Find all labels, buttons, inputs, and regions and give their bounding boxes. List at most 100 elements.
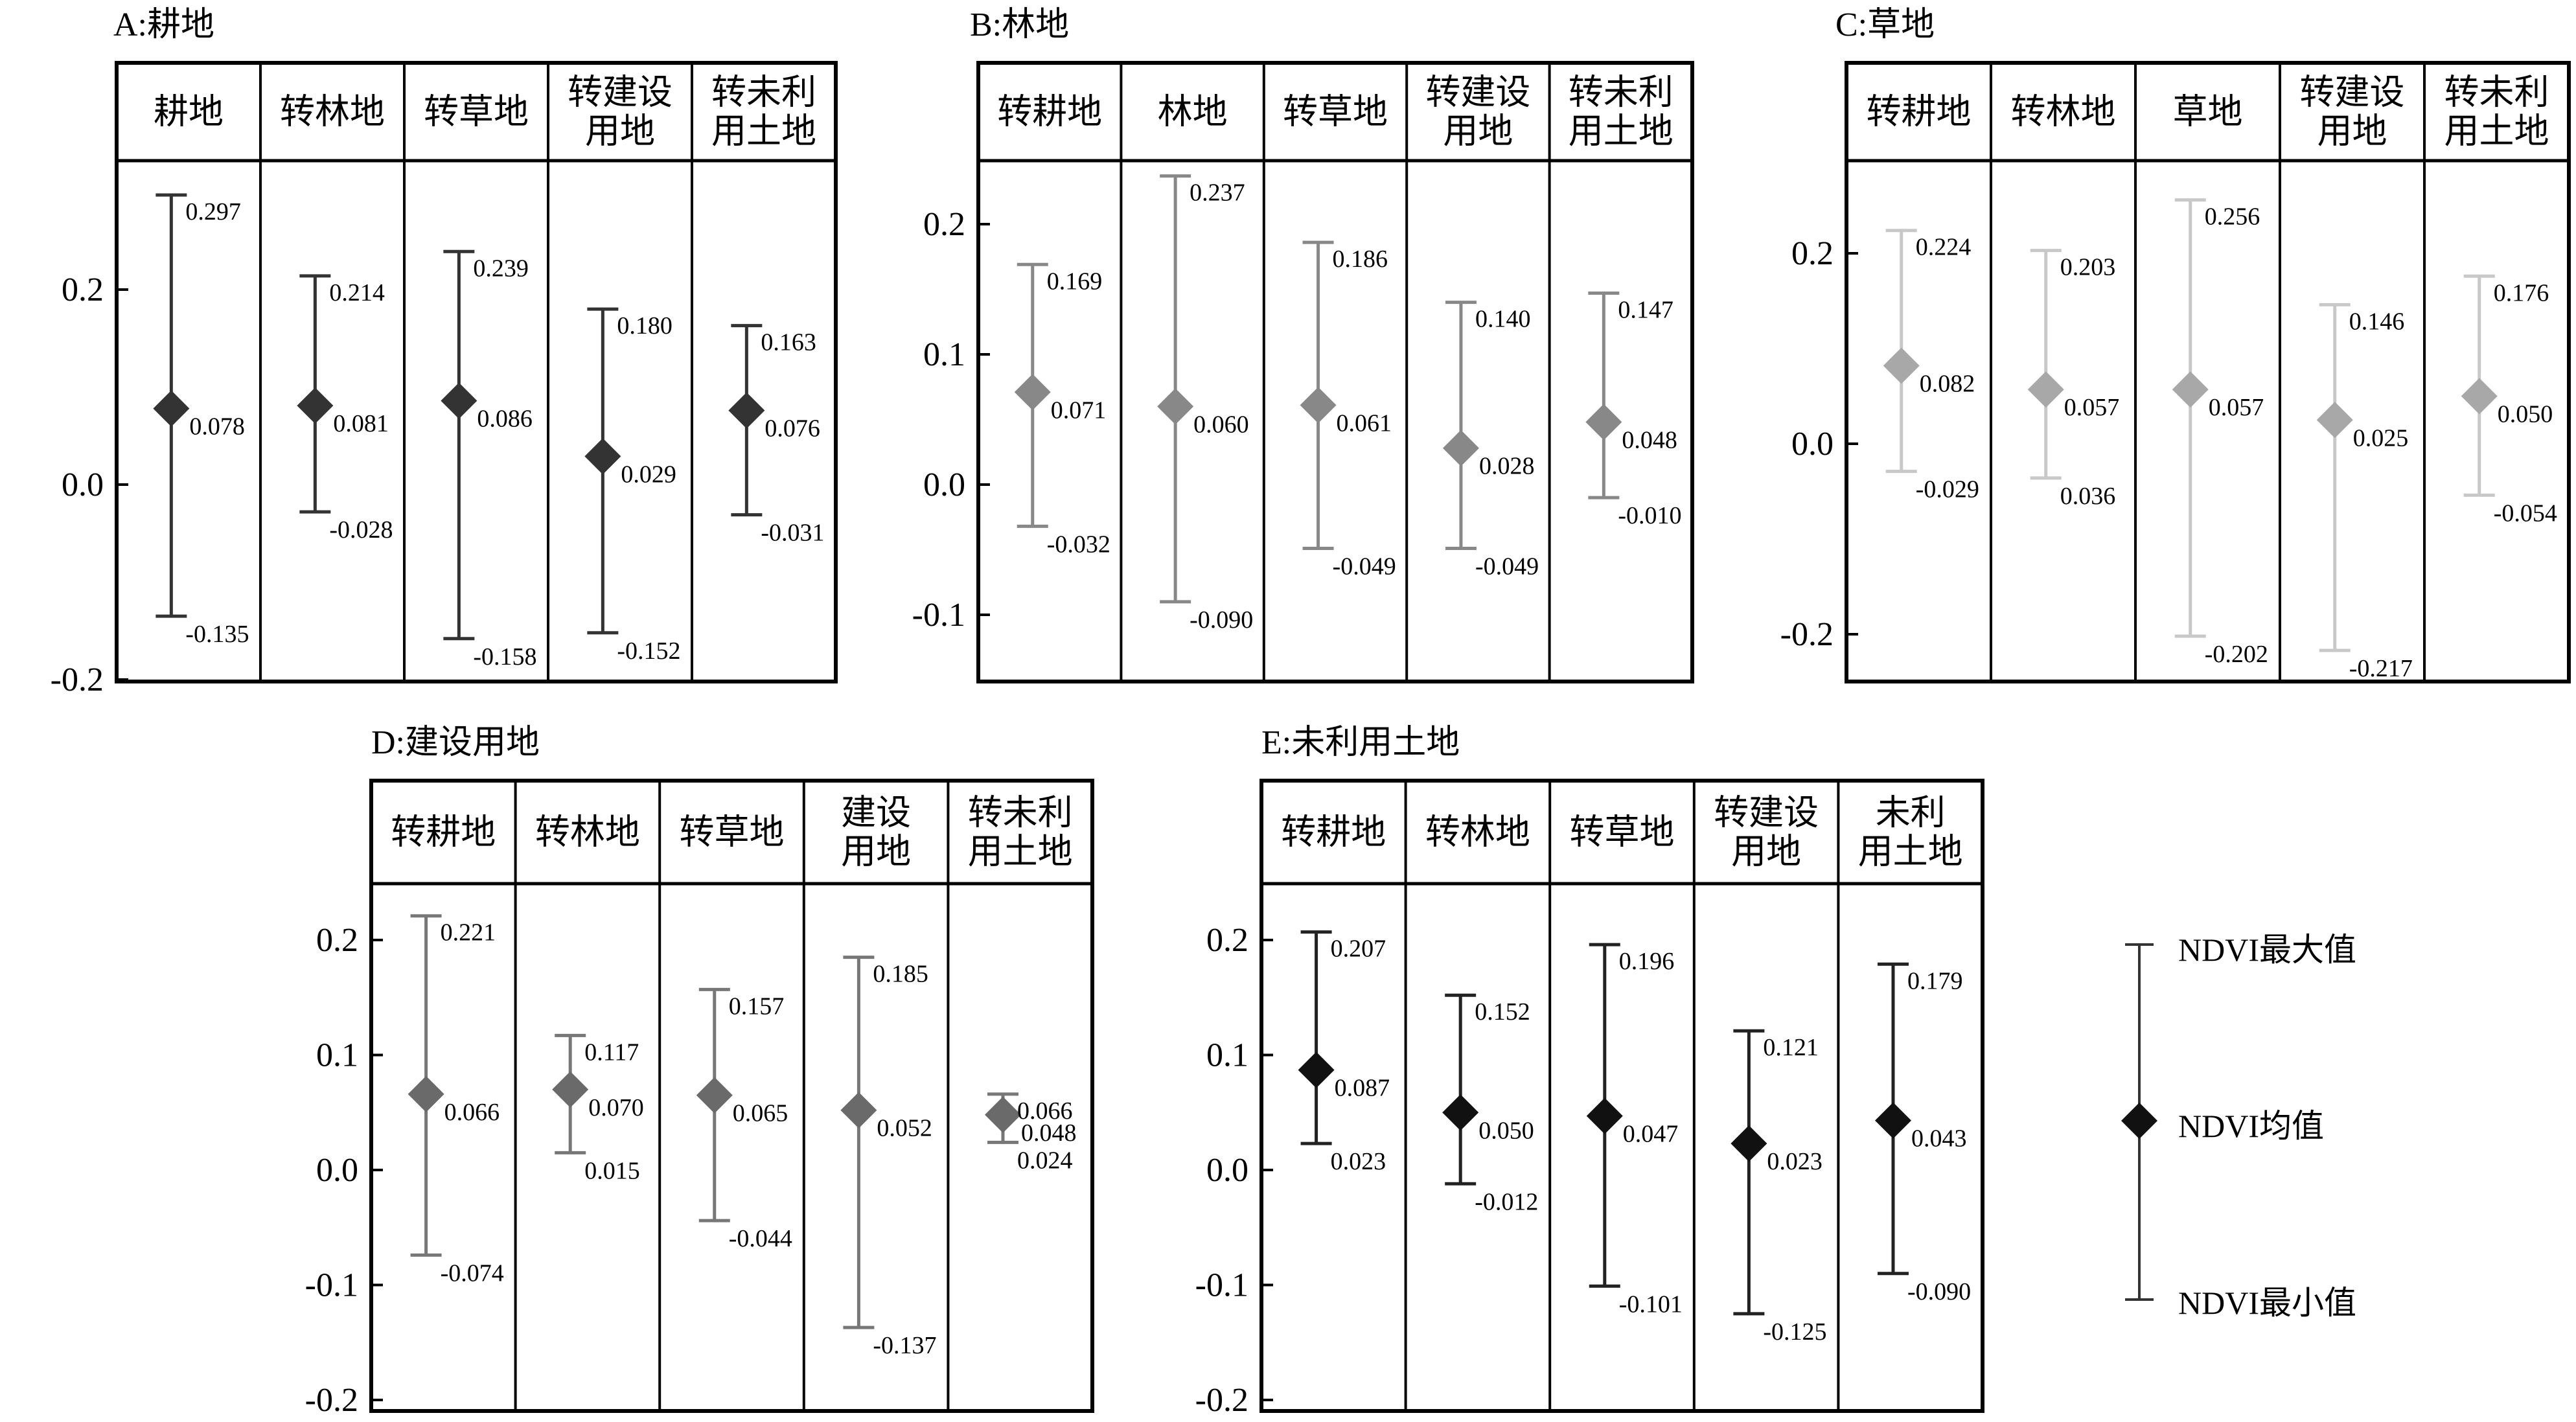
mean-value-label: 0.023 — [1767, 1148, 1823, 1175]
mean-marker — [1014, 374, 1051, 411]
max-value-label: 0.147 — [1618, 297, 1673, 324]
errorbar: 0.207 0.087 0.023 — [1298, 930, 1390, 1175]
min-value-label: -0.090 — [1907, 1278, 1971, 1305]
category-label: 未利 — [1876, 792, 1946, 833]
max-value-label: 0.196 — [1619, 948, 1675, 975]
min-value-label: -0.010 — [1618, 502, 1681, 529]
panel-frame — [1845, 61, 2571, 683]
mean-value-label: 0.048 — [1622, 427, 1677, 454]
mean-value-label: 0.086 — [477, 406, 533, 433]
category-label: 转未利 — [711, 72, 816, 113]
min-value-label: -0.028 — [329, 516, 393, 544]
max-value-label: 0.117 — [584, 1038, 639, 1066]
category-label: 转耕地 — [1867, 91, 1972, 132]
mean-marker — [552, 1071, 589, 1108]
max-value-label: 0.169 — [1047, 268, 1103, 295]
errorbar: 0.214 0.081 -0.028 — [297, 274, 393, 544]
panel-title: B:林地 — [970, 6, 1069, 43]
mean-marker — [2316, 402, 2353, 439]
max-value-label: 0.221 — [441, 919, 496, 946]
min-value-label: 0.015 — [584, 1157, 640, 1184]
errorbar: 0.256 0.057 -0.202 — [2172, 198, 2268, 668]
mean-value-label: 0.043 — [1911, 1125, 1967, 1153]
max-value-label: 0.186 — [1333, 246, 1388, 273]
mean-value-label: 0.066 — [444, 1099, 500, 1126]
y-tick-label: 0.1 — [316, 1037, 358, 1074]
mean-value-label: 0.061 — [1337, 409, 1392, 437]
y-tick-label: 0.0 — [62, 466, 104, 503]
legend-max-label: NDVI最大值 — [2178, 932, 2356, 968]
category-label: 用地 — [2317, 111, 2387, 152]
panel-frame — [115, 61, 838, 683]
mean-value-label: 0.081 — [333, 410, 389, 437]
mean-marker — [1157, 388, 1194, 425]
mean-value-label: 0.078 — [189, 413, 245, 441]
panel-title: C:草地 — [1835, 6, 1935, 43]
y-tick-label: 0.2 — [1791, 235, 1834, 272]
legend: NDVI最大值 NDVI均值 NDVI最小值 — [2121, 932, 2356, 1321]
legend-mean-marker — [2121, 1103, 2157, 1139]
category-label: 转林地 — [1425, 812, 1530, 853]
category-label: 转未利 — [968, 792, 1073, 833]
mean-marker — [1585, 404, 1622, 441]
mean-marker — [1298, 1051, 1335, 1088]
mean-marker — [1874, 1102, 1911, 1139]
mean-marker — [1883, 347, 1920, 384]
panel-title: D:建设用地 — [371, 724, 540, 761]
min-value-label: -0.137 — [873, 1332, 936, 1359]
mean-value-label: 0.050 — [2498, 401, 2553, 428]
y-tick-label: -0.1 — [912, 597, 965, 634]
mean-value-label: 0.065 — [733, 1100, 788, 1127]
category-label: 用土地 — [1569, 111, 1673, 152]
legend-min-label: NDVI最小值 — [2178, 1285, 2356, 1321]
min-value-label: -0.012 — [1475, 1188, 1538, 1215]
mean-marker — [728, 392, 765, 429]
errorbar: 0.169 0.071 -0.032 — [1014, 262, 1110, 558]
min-value-label: -0.049 — [1333, 553, 1396, 580]
mean-marker — [1442, 1094, 1479, 1131]
category-label: 转林地 — [535, 812, 640, 853]
y-tick-label: 0.0 — [1791, 426, 1834, 463]
errorbar: 0.176 0.050 -0.054 — [2461, 274, 2557, 527]
category-label: 用地 — [1443, 111, 1513, 152]
panel-frame — [369, 779, 1094, 1413]
y-tick-label: 0.0 — [1206, 1152, 1248, 1189]
category-label: 用地 — [1731, 831, 1801, 872]
min-value-label: -0.202 — [2205, 641, 2268, 668]
errorbar: 0.297 0.078 -0.135 — [153, 193, 249, 648]
mean-marker — [1442, 430, 1479, 466]
min-value-label: -0.152 — [617, 637, 680, 665]
y-tick-label: -0.1 — [305, 1267, 358, 1304]
min-value-label: -0.125 — [1763, 1318, 1826, 1346]
errorbar: 0.179 0.043 -0.090 — [1874, 962, 1971, 1305]
category-label: 用土地 — [1858, 831, 1963, 872]
min-value-label: -0.031 — [761, 520, 824, 547]
mean-marker — [840, 1092, 877, 1129]
category-label: 用土地 — [2444, 111, 2549, 152]
min-value-label: -0.029 — [1916, 476, 1979, 503]
errorbar: 0.185 0.052 -0.137 — [840, 956, 937, 1359]
errorbar: 0.163 0.076 -0.031 — [728, 324, 825, 547]
category-label: 转林地 — [2011, 91, 2116, 132]
category-label: 转林地 — [280, 91, 385, 132]
mean-value-label: 0.028 — [1479, 453, 1535, 480]
panel-title: E:未利用土地 — [1261, 724, 1460, 761]
category-label: 转建设 — [2300, 72, 2405, 113]
mean-value-label: 0.070 — [588, 1094, 644, 1121]
category-label: 用地 — [585, 111, 655, 152]
mean-marker — [696, 1077, 733, 1114]
mean-value-label: 0.057 — [2209, 394, 2264, 421]
category-label: 转耕地 — [391, 812, 496, 853]
errorbar: 0.146 0.025 -0.217 — [2316, 303, 2413, 682]
max-value-label: 0.297 — [185, 198, 241, 225]
min-value-label: -0.158 — [473, 643, 536, 671]
min-value-label: 0.023 — [1331, 1148, 1386, 1175]
mean-value-label: 0.087 — [1335, 1075, 1390, 1102]
mean-value-label: 0.060 — [1193, 411, 1249, 438]
max-value-label: 0.239 — [473, 255, 529, 282]
errorbar: 0.221 0.066 -0.074 — [408, 914, 504, 1287]
errorbar: 0.152 0.050 -0.012 — [1442, 993, 1538, 1215]
